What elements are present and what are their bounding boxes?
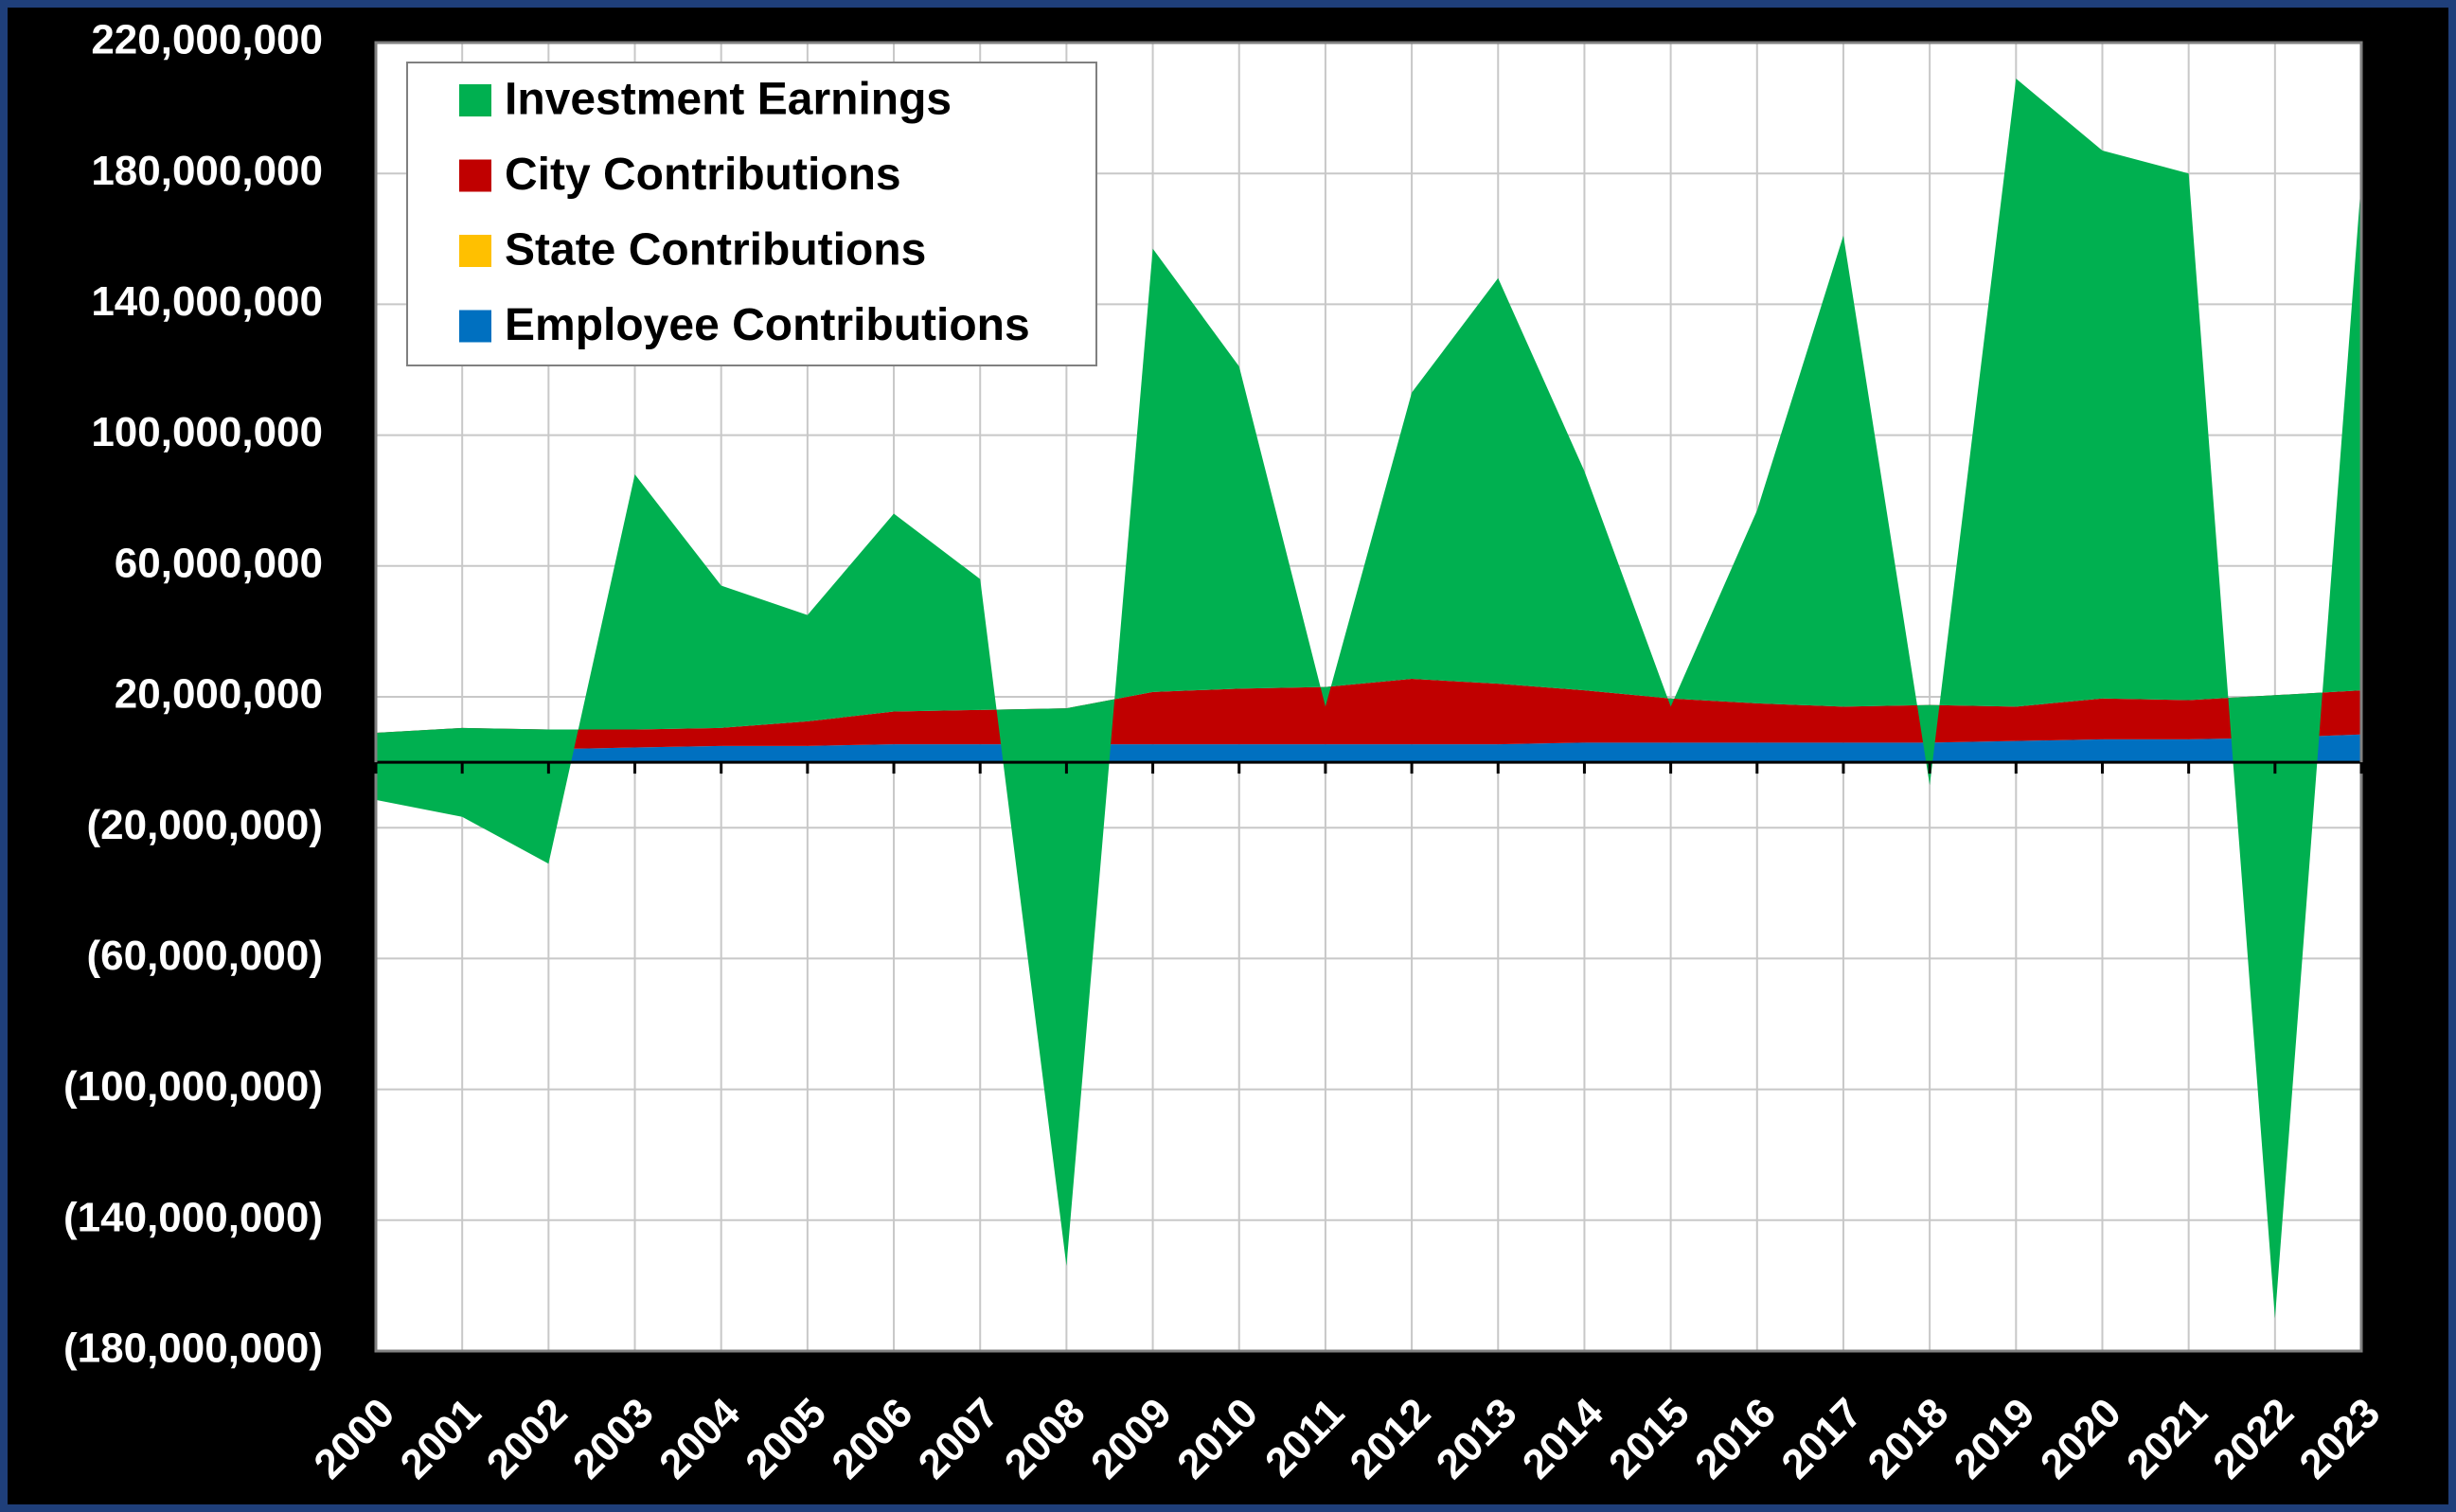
area	[376, 734, 2361, 763]
legend-swatch	[459, 310, 491, 343]
legend-label: State Contributions	[505, 225, 926, 276]
y-tick-label: (100,000,000)	[63, 1063, 323, 1110]
y-tick-label: 140,000,000	[91, 278, 323, 325]
legend: Investment Earnings City Contributions Sta…	[406, 62, 1097, 366]
y-tick-label: (140,000,000)	[63, 1194, 323, 1240]
y-tick-label: 220,000,000	[91, 17, 323, 63]
area	[376, 79, 2361, 1319]
legend-swatch	[459, 84, 491, 116]
y-tick-label: (20,000,000)	[86, 802, 323, 848]
legend-label: Investment Earnings	[505, 75, 952, 125]
legend-label: Employee Contributions	[505, 300, 1030, 350]
legend-box	[406, 62, 1097, 366]
y-tick-label: 180,000,000	[91, 148, 323, 194]
y-tick-label: 100,000,000	[91, 409, 323, 455]
legend-label: City Contributions	[505, 150, 901, 200]
area	[376, 678, 2361, 752]
legend-swatch	[459, 159, 491, 192]
y-tick-label: (180,000,000)	[63, 1325, 323, 1372]
y-tick-label: (60,000,000)	[86, 933, 323, 979]
y-tick-label: 20,000,000	[115, 671, 323, 718]
legend-swatch	[459, 235, 491, 267]
plot-border	[374, 41, 2363, 1353]
y-tick-label: 60,000,000	[115, 540, 323, 586]
